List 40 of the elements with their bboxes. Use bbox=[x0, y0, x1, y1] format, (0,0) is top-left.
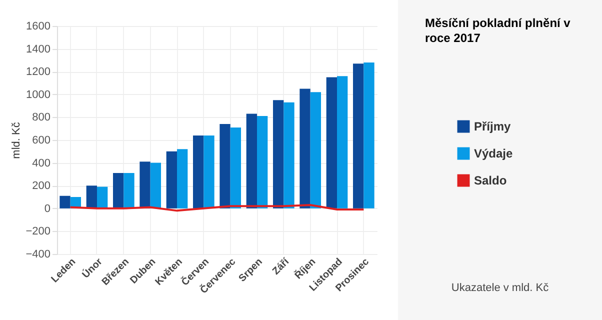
bar bbox=[326, 77, 337, 208]
bar bbox=[86, 186, 97, 208]
bar bbox=[177, 149, 188, 208]
bar bbox=[246, 114, 257, 208]
bar bbox=[97, 186, 108, 208]
y-tick-label: 200 bbox=[32, 180, 50, 192]
y-tick-label: 600 bbox=[32, 134, 50, 146]
bar bbox=[273, 100, 284, 208]
bar bbox=[193, 135, 204, 208]
text: Ukazatele v mld. Kč bbox=[450, 282, 550, 294]
y-tick-label: 0 bbox=[44, 202, 50, 215]
y-tick-label: 1400 bbox=[26, 43, 50, 56]
bar bbox=[364, 62, 374, 208]
bar bbox=[230, 127, 241, 208]
bar bbox=[284, 102, 294, 208]
y-tick-label: 400 bbox=[32, 157, 50, 170]
y-tick-label: 800 bbox=[32, 112, 50, 124]
bar bbox=[150, 162, 161, 208]
bar bbox=[166, 151, 177, 208]
text: Měsíční pokladní plnění v roce 2017 bbox=[425, 16, 572, 46]
bar bbox=[124, 173, 134, 208]
y-tick-label: −200 bbox=[26, 226, 50, 238]
y-tick-label: 1200 bbox=[26, 66, 50, 78]
y-axis-title: mld. Kč bbox=[10, 122, 23, 159]
y-tick-label: −400 bbox=[26, 248, 50, 260]
y-tick-label: 1000 bbox=[26, 88, 50, 101]
bar bbox=[353, 64, 364, 208]
legend-label: Výdaje bbox=[474, 146, 514, 160]
bar bbox=[337, 76, 348, 208]
bar bbox=[113, 173, 124, 208]
bar bbox=[60, 196, 70, 208]
y-tick-label: 1600 bbox=[26, 20, 50, 32]
bar bbox=[310, 92, 321, 208]
bar bbox=[140, 162, 150, 208]
bar bbox=[300, 88, 310, 208]
bar bbox=[257, 116, 268, 208]
legend-label: Saldo bbox=[474, 174, 507, 188]
bar bbox=[220, 124, 230, 208]
legend-label: Příjmy bbox=[474, 120, 512, 134]
bar bbox=[204, 135, 214, 208]
